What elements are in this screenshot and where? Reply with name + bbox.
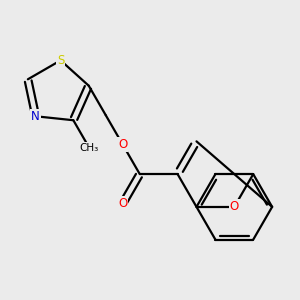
Text: O: O [230,200,239,213]
Text: O: O [118,138,128,151]
Text: N: N [31,110,40,123]
Text: O: O [118,197,128,210]
Text: S: S [57,54,64,67]
Text: CH₃: CH₃ [80,143,99,153]
